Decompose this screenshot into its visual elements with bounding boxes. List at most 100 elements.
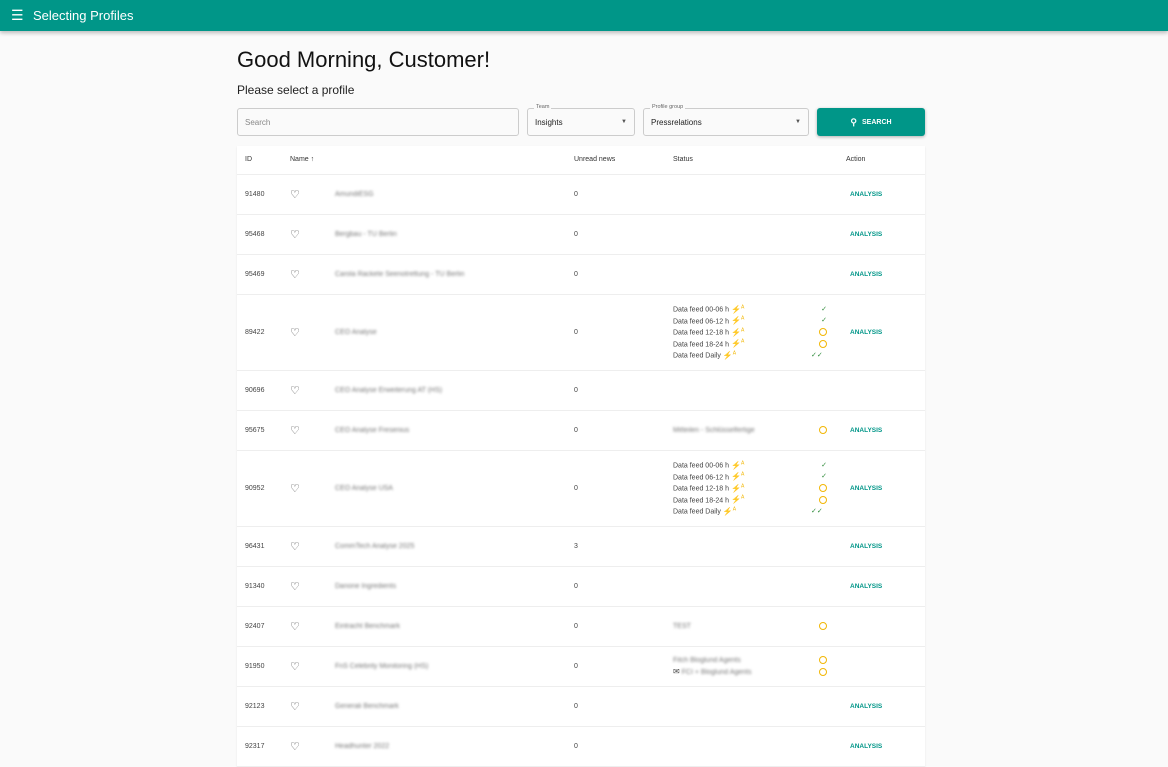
table-row[interactable]: 90696 ♡ CEO Analyse Erweiterung AT (HS) … xyxy=(237,370,925,411)
analysis-link[interactable]: ANALYSIS xyxy=(850,484,883,492)
favorite-heart-icon[interactable]: ♡ xyxy=(290,700,300,713)
profile-name[interactable]: CEO Analyse USA xyxy=(335,484,393,492)
favorite-heart-icon[interactable]: ♡ xyxy=(290,660,300,673)
table-row[interactable]: 92407 ♡ Eintracht Benchmark 0 TEST xyxy=(237,606,925,647)
profile-name[interactable]: CEO Analyse Fresenius xyxy=(335,426,410,434)
profile-id: 92317 xyxy=(237,726,290,767)
mail-icon: ✉ xyxy=(673,667,680,677)
profile-group-label: Profile group xyxy=(650,104,686,110)
auto-flash-icon: ⚡A xyxy=(722,506,737,517)
analysis-link[interactable]: ANALYSIS xyxy=(850,582,883,590)
unread-count: 0 xyxy=(574,686,673,727)
table-row[interactable]: 92317 ♡ Headhunter 2022 0 ANALYSIS xyxy=(237,726,925,767)
table-row[interactable]: 91480 ♡ AmundiESG 0 ANALYSIS xyxy=(237,174,925,215)
profile-name[interactable]: CEO Analyse xyxy=(335,328,377,336)
favorite-heart-icon[interactable]: ♡ xyxy=(290,620,300,633)
pending-circle-icon xyxy=(819,495,827,504)
favorite-heart-icon[interactable]: ♡ xyxy=(290,228,300,241)
page-title: Good Morning, Customer! xyxy=(237,47,491,72)
menu-icon[interactable]: ☰ xyxy=(11,7,24,23)
header-name[interactable]: Name ↑ xyxy=(290,146,335,175)
header-action: Action xyxy=(846,146,925,175)
unread-count: 0 xyxy=(574,294,673,371)
profile-name[interactable]: AmundiESG xyxy=(335,190,374,198)
profile-id: 95675 xyxy=(237,410,290,451)
pending-circle-icon xyxy=(819,328,827,336)
analysis-link[interactable] xyxy=(846,387,850,394)
data-feed-item: Data feed 06-12 h ⚡A ✓ xyxy=(673,471,827,482)
status-cell: Data feed 00-06 h ⚡A ✓ Data feed 06-12 h ⚡… xyxy=(673,294,846,371)
analysis-link[interactable]: ANALYSIS xyxy=(850,702,883,710)
auto-flash-icon: ⚡A xyxy=(731,471,745,482)
favorite-heart-icon[interactable]: ♡ xyxy=(290,540,300,553)
status-item: Fitch Bloglund Agents xyxy=(673,654,846,666)
check-icon: ✓ xyxy=(821,473,827,481)
profile-group-select[interactable]: Profile group Pressrelations ▼ xyxy=(643,104,809,136)
auto-flash-icon: ⚡A xyxy=(731,338,745,349)
status-cell xyxy=(673,726,846,767)
favorite-heart-icon[interactable]: ♡ xyxy=(290,326,300,339)
status-cell xyxy=(673,686,846,727)
favorite-heart-icon[interactable]: ♡ xyxy=(290,188,300,201)
profile-name[interactable]: Generali Benchmark xyxy=(335,702,399,710)
header-unread[interactable]: Unread news xyxy=(574,146,673,175)
data-feed-item: Data feed 18-24 h ⚡A xyxy=(673,338,846,350)
profile-name[interactable]: Bergbau - TU Berlin xyxy=(335,230,397,238)
table-row[interactable]: 92123 ♡ Generali Benchmark 0 ANALYSIS xyxy=(237,686,925,727)
favorite-heart-icon[interactable]: ♡ xyxy=(290,740,300,753)
app-bar: ☰ Selecting Profiles xyxy=(0,0,1168,31)
profile-name[interactable]: CEO Analyse Erweiterung AT (HS) xyxy=(335,386,443,394)
table-row[interactable]: 95675 ♡ CEO Analyse Fresenius 0 Mitteile… xyxy=(237,410,925,451)
analysis-link[interactable] xyxy=(846,663,850,670)
pending-circle-icon xyxy=(819,667,827,676)
analysis-link[interactable]: ANALYSIS xyxy=(850,190,883,198)
unread-count: 0 xyxy=(574,370,673,411)
profile-name[interactable]: Headhunter 2022 xyxy=(335,742,390,750)
table-row[interactable]: 95469 ♡ Carola Rackete Seenotrettung - T… xyxy=(237,254,925,295)
header-id[interactable]: ID xyxy=(237,146,290,175)
table-row[interactable]: 91340 ♡ Danone Ingredients 0 ANALYSIS xyxy=(237,566,925,607)
favorite-heart-icon[interactable]: ♡ xyxy=(290,268,300,281)
data-feed-item: Data feed Daily ⚡A ✓✓ xyxy=(673,506,823,517)
header-status: Status xyxy=(673,146,846,175)
profile-id: 95468 xyxy=(237,214,290,255)
analysis-link[interactable]: ANALYSIS xyxy=(850,328,883,336)
unread-count: 0 xyxy=(574,174,673,215)
profile-name[interactable]: FnS Celebrity Monitoring (HS) xyxy=(335,662,429,670)
status-cell: Data feed 00-06 h ⚡A ✓ Data feed 06-12 h ⚡… xyxy=(673,450,846,527)
app-title: Selecting Profiles xyxy=(33,8,134,23)
profile-name[interactable]: Carola Rackete Seenotrettung - TU Berlin xyxy=(335,270,465,278)
analysis-link[interactable]: ANALYSIS xyxy=(850,426,883,434)
profile-id: 92123 xyxy=(237,686,290,727)
analysis-link[interactable]: ANALYSIS xyxy=(850,230,883,238)
pending-circle-icon xyxy=(819,484,827,492)
auto-flash-icon: ⚡A xyxy=(731,315,745,326)
table-row[interactable]: 91950 ♡ FnS Celebrity Monitoring (HS) 0 … xyxy=(237,646,925,687)
analysis-link[interactable]: ANALYSIS xyxy=(850,742,883,750)
profile-name[interactable]: Eintracht Benchmark xyxy=(335,622,400,630)
favorite-heart-icon[interactable]: ♡ xyxy=(290,482,300,495)
search-input[interactable]: Search xyxy=(237,108,519,136)
favorite-heart-icon[interactable]: ♡ xyxy=(290,384,300,397)
status-item: TEST xyxy=(673,620,846,632)
unread-count: 0 xyxy=(574,566,673,607)
table-row[interactable]: 89422 ♡ CEO Analyse 0 Data feed 00-06 h … xyxy=(237,294,925,371)
team-select[interactable]: Team Insights ▼ xyxy=(527,104,635,136)
profile-name[interactable]: Danone Ingredients xyxy=(335,582,397,590)
table-row[interactable]: 95468 ♡ Bergbau - TU Berlin 0 ANALYSIS xyxy=(237,214,925,255)
search-button[interactable]: ⚲ SEARCH xyxy=(817,108,925,136)
table-row[interactable]: 96431 ♡ CommTech Analyse 2025 3 ANALYSIS xyxy=(237,526,925,567)
analysis-link[interactable]: ANALYSIS xyxy=(850,270,883,278)
data-feed-item: Data feed 12-18 h ⚡A xyxy=(673,326,846,338)
favorite-heart-icon[interactable]: ♡ xyxy=(290,580,300,593)
analysis-link[interactable] xyxy=(846,623,850,630)
status-item: Mitteilen - Schlüsselfertige xyxy=(673,424,846,436)
table-row[interactable]: 90952 ♡ CEO Analyse USA 0 Data feed 00-0… xyxy=(237,450,925,527)
favorite-heart-icon[interactable]: ♡ xyxy=(290,424,300,437)
analysis-link[interactable]: ANALYSIS xyxy=(850,542,883,550)
unread-count: 0 xyxy=(574,410,673,451)
profile-id: 95469 xyxy=(237,254,290,295)
status-cell xyxy=(673,526,846,567)
unread-count: 3 xyxy=(574,526,673,567)
profile-name[interactable]: CommTech Analyse 2025 xyxy=(335,542,415,550)
